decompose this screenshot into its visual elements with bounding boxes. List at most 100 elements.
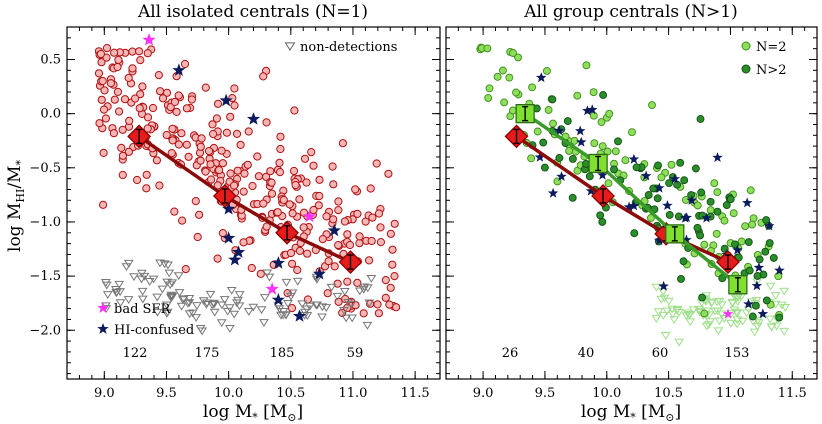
non-detection-point (725, 319, 736, 328)
detection-point (386, 283, 395, 292)
non-detection-point (341, 314, 352, 323)
x-tick-label: 10.0 (214, 386, 243, 401)
non-detection-point (161, 301, 172, 310)
n2-point (527, 154, 536, 163)
x-tick-label: 11.0 (338, 386, 367, 401)
n2-point (621, 156, 630, 165)
bin-count-label: 122 (123, 346, 148, 361)
bad-sfr-star (302, 209, 317, 223)
detection-point (390, 272, 399, 281)
detection-point (118, 125, 127, 134)
hi-confused-star (757, 308, 769, 319)
detection-point (96, 49, 106, 59)
non-detection-point (248, 303, 259, 312)
detection-point (100, 86, 109, 95)
non-detection-point (166, 291, 177, 300)
detection-point (113, 87, 123, 97)
non-detection-point (779, 287, 790, 296)
non-detection-point (155, 259, 165, 268)
hi-confused-star (658, 280, 669, 291)
detection-point (114, 55, 123, 65)
non-detection-point (129, 273, 139, 282)
hi-confused-star (628, 153, 640, 164)
detection-point (259, 72, 268, 81)
n-gt2-point (748, 312, 757, 321)
hi-confused-star (312, 266, 326, 280)
panel-left: non-detections bad SFR HI-confused 122 175 18… (29, 26, 441, 401)
detection-point (162, 130, 171, 140)
detection-point (168, 124, 177, 133)
x-tick-label: 11.5 (778, 386, 807, 401)
n2-point (657, 173, 666, 182)
bin-count-label: 59 (347, 346, 364, 361)
detection-point (355, 232, 364, 241)
detection-point (340, 217, 349, 226)
n-gt2-point (653, 194, 662, 203)
detection-point (118, 151, 128, 160)
non-detection-point (716, 310, 727, 319)
hi-confused-star (751, 280, 763, 291)
x-tick-label: 10.5 (654, 386, 683, 401)
non-detection-point (243, 308, 254, 316)
detection-point (279, 195, 288, 205)
detection-point (222, 128, 231, 137)
non-detection-point (732, 320, 743, 329)
detection-point (381, 276, 390, 285)
detection-point (174, 91, 183, 100)
n-gt2-point (751, 301, 760, 310)
non-detection-point (182, 299, 193, 308)
detection-point (135, 104, 144, 113)
non-detection-point (719, 314, 730, 323)
n2-point (500, 98, 509, 107)
non-detection-point (224, 324, 235, 333)
detection-point (124, 147, 133, 156)
non-detection-point (667, 310, 678, 319)
non-detection-point (191, 314, 202, 322)
n-gt2-point (539, 138, 548, 147)
non-detection-point (716, 301, 727, 310)
hi-confused-star (547, 187, 559, 198)
n2-point (483, 44, 492, 53)
hi-confused-star (753, 262, 765, 273)
non-detection-point (207, 301, 218, 310)
bad-sfr-star (142, 33, 156, 46)
non-detection-point (776, 301, 787, 310)
non-detection-point (219, 296, 230, 304)
detection-point (236, 140, 245, 149)
non-detection-point (766, 323, 777, 332)
bin-count-label: 26 (502, 346, 519, 361)
n2-point (512, 88, 520, 97)
detection-point (247, 263, 256, 273)
detection-point (97, 95, 106, 104)
hi-confused-star (271, 256, 285, 269)
non-detection-point (234, 291, 245, 300)
y-tick-label: 0.5 (40, 52, 61, 67)
hi-confused-star (654, 182, 665, 193)
detection-point (276, 132, 285, 141)
detection-point (213, 254, 222, 263)
detection-point (99, 105, 109, 114)
non-detection-point (121, 263, 132, 272)
non-detection-point (358, 285, 369, 294)
y-tick-label: −1.0 (29, 215, 61, 230)
n2-point (706, 206, 715, 215)
x-tick-label: 10.0 (592, 386, 621, 401)
non-detection-point (651, 283, 662, 292)
x-tick-label: 9.0 (94, 386, 115, 401)
non-detection-point (281, 278, 292, 287)
non-detection-point (287, 289, 298, 298)
non-detection-point (347, 314, 358, 323)
n-gt2-point (698, 293, 707, 302)
n2-point (693, 201, 702, 210)
non-detection-point (662, 307, 673, 316)
detection-point (367, 236, 376, 246)
detection-point (167, 149, 176, 158)
hi-confused-star (742, 197, 753, 208)
hi-confused-star (219, 93, 233, 107)
detection-point (98, 76, 107, 86)
detection-point (262, 222, 271, 231)
detection-point (351, 185, 360, 194)
non-detection-point (749, 328, 760, 337)
hi-confused-star (686, 195, 697, 205)
non-detection-point (332, 292, 343, 301)
